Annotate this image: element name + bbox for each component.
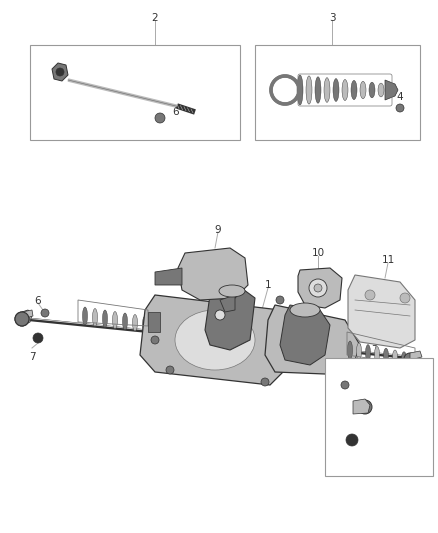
Circle shape (261, 378, 269, 386)
Ellipse shape (365, 345, 371, 361)
Polygon shape (385, 80, 398, 100)
Ellipse shape (333, 78, 339, 101)
Circle shape (276, 296, 284, 304)
Ellipse shape (374, 346, 379, 362)
Polygon shape (205, 287, 255, 350)
Ellipse shape (219, 285, 245, 297)
Circle shape (309, 279, 327, 297)
Ellipse shape (402, 352, 406, 365)
Ellipse shape (315, 77, 321, 103)
Polygon shape (298, 268, 342, 308)
Bar (255, 45, 420, 140)
Circle shape (155, 113, 165, 123)
Text: 1: 1 (265, 280, 271, 290)
Text: 6: 6 (35, 296, 41, 306)
Ellipse shape (123, 313, 127, 330)
Polygon shape (22, 310, 33, 319)
Ellipse shape (306, 76, 312, 104)
Ellipse shape (133, 314, 138, 331)
Circle shape (151, 336, 159, 344)
Polygon shape (220, 295, 235, 312)
Circle shape (271, 76, 299, 104)
Text: 10: 10 (311, 248, 325, 258)
Ellipse shape (384, 348, 389, 363)
Circle shape (404, 353, 416, 365)
Ellipse shape (142, 316, 148, 332)
Ellipse shape (82, 307, 88, 325)
Ellipse shape (347, 341, 353, 359)
Text: 2: 2 (152, 13, 158, 23)
Ellipse shape (342, 79, 348, 101)
Text: 4: 4 (397, 92, 403, 102)
Circle shape (346, 434, 358, 446)
Circle shape (166, 366, 174, 374)
Text: 6: 6 (353, 376, 360, 386)
Circle shape (33, 333, 43, 343)
Text: 5: 5 (372, 338, 378, 348)
Polygon shape (140, 295, 290, 385)
Polygon shape (280, 305, 330, 365)
Ellipse shape (392, 350, 398, 364)
Text: 7: 7 (28, 352, 35, 362)
Ellipse shape (102, 310, 107, 327)
Text: 9: 9 (215, 225, 221, 235)
Text: 7: 7 (349, 456, 355, 466)
Ellipse shape (324, 78, 330, 102)
Circle shape (341, 381, 349, 389)
Circle shape (365, 290, 375, 300)
Circle shape (41, 309, 49, 317)
Ellipse shape (360, 82, 366, 99)
Ellipse shape (378, 83, 384, 97)
Bar (148, 312, 160, 332)
Text: 3: 3 (328, 13, 336, 23)
Bar (30, 45, 240, 140)
Ellipse shape (297, 75, 303, 105)
Text: 11: 11 (381, 255, 395, 265)
Circle shape (56, 68, 64, 76)
Polygon shape (178, 248, 248, 300)
Circle shape (400, 293, 410, 303)
Polygon shape (265, 305, 360, 375)
Circle shape (358, 400, 372, 414)
Polygon shape (52, 63, 68, 81)
Circle shape (15, 312, 29, 326)
Bar (325, 358, 433, 476)
Polygon shape (22, 310, 32, 326)
Ellipse shape (369, 82, 375, 98)
Text: 6: 6 (172, 107, 179, 117)
Ellipse shape (351, 80, 357, 100)
Ellipse shape (92, 309, 98, 326)
Ellipse shape (357, 343, 361, 360)
Circle shape (396, 104, 404, 112)
Circle shape (15, 312, 29, 326)
Circle shape (314, 284, 322, 292)
Ellipse shape (290, 303, 320, 317)
Ellipse shape (175, 310, 255, 370)
Ellipse shape (113, 311, 117, 329)
Polygon shape (353, 399, 370, 414)
Polygon shape (410, 351, 422, 360)
Polygon shape (155, 268, 182, 285)
Circle shape (215, 310, 225, 320)
Polygon shape (348, 275, 415, 348)
